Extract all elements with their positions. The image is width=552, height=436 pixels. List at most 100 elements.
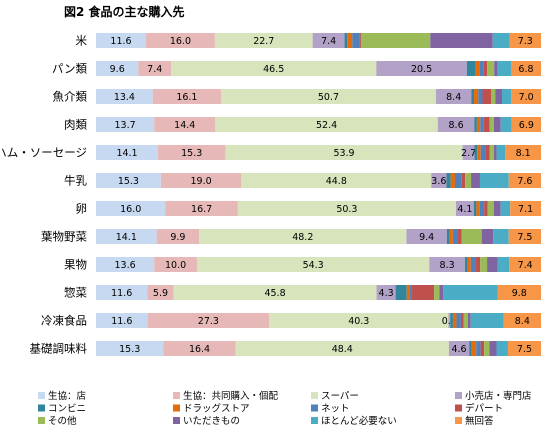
data-label: 13.7	[115, 120, 136, 131]
bar-segment	[359, 33, 361, 48]
bar-segment	[510, 61, 541, 76]
bar-segment	[505, 145, 541, 160]
data-label: 48.4	[332, 344, 353, 355]
data-label: 7.6	[517, 176, 532, 187]
bar-segment	[96, 257, 155, 272]
bar-segment	[376, 285, 396, 300]
legend-label: 生協：店	[48, 390, 86, 402]
bar-segment	[493, 201, 501, 216]
data-label: 13.4	[114, 92, 135, 103]
bar-segment	[163, 341, 236, 356]
legend-swatch	[173, 417, 180, 424]
bar-segment	[96, 145, 159, 160]
legend-swatch	[455, 404, 462, 412]
bar-segment	[508, 173, 541, 188]
legend-swatch	[311, 417, 318, 424]
data-label: 7.0	[519, 92, 534, 103]
category-label: 卵	[76, 202, 88, 216]
data-label: 16.0	[120, 204, 141, 215]
bar-segment	[435, 89, 472, 104]
data-label: 7.3	[518, 36, 533, 47]
legend-swatch	[311, 392, 318, 399]
bar-segment	[452, 229, 459, 244]
data-label: 11.6	[110, 36, 131, 47]
data-label: 7.1	[518, 204, 533, 215]
bar-segment	[376, 61, 467, 76]
bar-segment	[496, 145, 506, 160]
bar-segment	[156, 229, 200, 244]
bar-segment	[475, 257, 481, 272]
data-label: 7.5	[517, 344, 532, 355]
bar-segment	[503, 313, 541, 328]
bar-segment	[474, 145, 478, 160]
bar-segment	[462, 145, 475, 160]
data-label: 16.0	[170, 36, 191, 47]
legend-label: デパート	[465, 403, 503, 415]
bar-segment	[470, 313, 504, 328]
bar-segment	[484, 341, 490, 356]
data-label: 11.6	[111, 316, 132, 327]
bar-segment	[461, 173, 466, 188]
bar-segment	[469, 341, 472, 356]
data-label: 9.8	[512, 288, 527, 299]
data-label: 5.9	[153, 288, 168, 299]
bar-segment	[171, 61, 377, 76]
bar-segment	[154, 257, 197, 272]
legend-label: 生協：共同購入・個配	[183, 390, 279, 402]
bar-segment	[406, 285, 410, 300]
data-label: 22.7	[253, 36, 274, 47]
data-label: 14.1	[116, 148, 137, 159]
bar-segment	[429, 257, 465, 272]
bar-segment	[241, 173, 432, 188]
bar-segment	[160, 173, 242, 188]
category-label: ハム・ソーセージ	[0, 146, 87, 160]
bar-segment	[409, 285, 413, 300]
legend-swatch	[455, 417, 462, 424]
bar-segment	[464, 257, 468, 272]
bar-segment	[450, 313, 453, 328]
data-label: 8.1	[516, 148, 531, 159]
bar-segment	[511, 89, 541, 104]
data-label: 44.8	[326, 176, 347, 187]
data-label: 13.6	[115, 260, 136, 271]
bar-segment	[493, 117, 501, 132]
bar-segment	[96, 229, 157, 244]
category-label: 牛乳	[64, 174, 87, 188]
bar-segment	[475, 61, 480, 76]
category-label: 冷凍食品	[41, 314, 87, 328]
data-label: 45.8	[264, 288, 285, 299]
bar-segment	[470, 257, 476, 272]
bar-segment	[511, 117, 541, 132]
bar-segment	[496, 341, 508, 356]
bar-segment	[147, 313, 270, 328]
bar-segment	[479, 201, 485, 216]
legend-label: いただきもの	[183, 416, 240, 427]
bar-segment	[476, 201, 480, 216]
bar-segment	[449, 229, 453, 244]
bar-segment	[461, 229, 482, 244]
legend-swatch	[38, 392, 45, 399]
data-label: 50.7	[318, 92, 339, 103]
bar-segment	[455, 201, 474, 216]
bar-segment	[158, 145, 226, 160]
data-label: 9.4	[419, 232, 434, 243]
bar-segment	[476, 341, 481, 356]
legend-label: コンビニ	[48, 404, 86, 415]
bar-segment	[96, 61, 139, 76]
bar-segment	[510, 201, 541, 216]
bar-segment	[460, 313, 464, 328]
bar-segment	[406, 229, 447, 244]
bar-segment	[473, 201, 477, 216]
bar-segment	[463, 313, 469, 328]
data-label: 50.3	[336, 204, 357, 215]
bar-segment	[347, 33, 353, 48]
data-label: 15.3	[118, 176, 139, 187]
legend-swatch	[38, 417, 45, 424]
bar-segment	[483, 61, 488, 76]
bar-segment	[199, 229, 407, 244]
bar-segment	[482, 89, 491, 104]
bar-segment	[454, 173, 462, 188]
bar-segment	[487, 257, 498, 272]
